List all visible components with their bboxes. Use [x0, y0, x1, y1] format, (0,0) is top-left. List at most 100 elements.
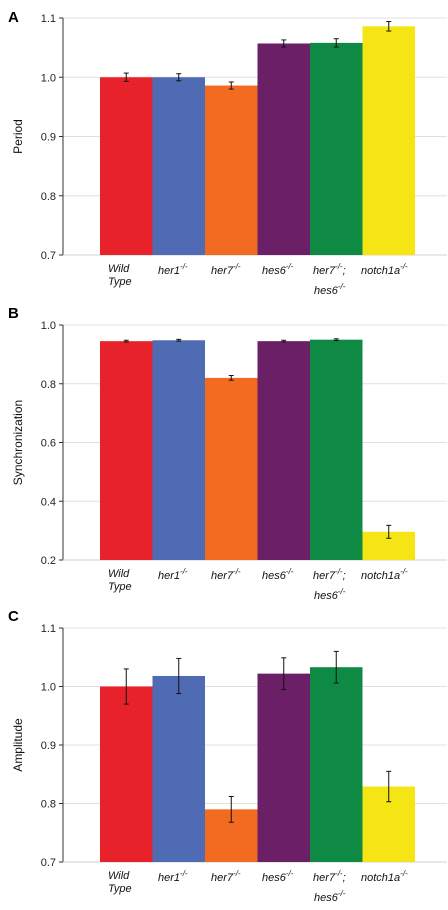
label-text: hes6 [262, 265, 287, 277]
y-tick-label: 0.9 [41, 132, 56, 144]
panel-letter: A [8, 9, 19, 26]
superscript: -/- [180, 262, 188, 271]
category-label-wild-type: Wild [108, 263, 130, 275]
label-text: notch1a [361, 570, 400, 582]
y-axis-label: Period [11, 119, 25, 154]
label-text: her7 [313, 265, 336, 277]
y-tick-label: 0.7 [41, 250, 56, 262]
label-text: hes6 [314, 285, 339, 297]
superscript: -/- [335, 567, 343, 576]
category-label-wild-type-line2: Type [108, 883, 132, 895]
y-tick-label: 1.0 [41, 682, 56, 694]
superscript: -/- [338, 587, 346, 596]
superscript: -/- [335, 262, 343, 271]
y-axis-label: Amplitude [11, 718, 25, 772]
superscript: -/- [286, 567, 294, 576]
bar-2 [205, 377, 258, 560]
y-tick-label: 1.0 [41, 72, 56, 84]
label-separator: ; [343, 570, 346, 582]
category-label-her7: her7-/- [211, 567, 241, 582]
label-separator: ; [343, 872, 346, 884]
y-tick-label: 0.8 [41, 191, 56, 203]
superscript: -/- [233, 869, 241, 878]
bar-3 [257, 43, 310, 255]
label-text: her1 [158, 872, 180, 884]
y-tick-label: 1.0 [41, 320, 56, 332]
panel-c: C0.70.80.91.01.1AmplitudeWildTypeher1-/-… [8, 608, 447, 904]
label-text: her1 [158, 265, 180, 277]
y-tick-label: 1.1 [41, 13, 56, 25]
superscript: -/- [400, 869, 408, 878]
label-separator: ; [343, 265, 346, 277]
label-text: hes6 [314, 892, 339, 904]
category-label-notch1a: notch1a-/- [361, 869, 408, 884]
label-text: hes6 [314, 590, 339, 602]
panel-letter: B [8, 305, 19, 322]
superscript: -/- [233, 262, 241, 271]
bar-0 [100, 686, 153, 862]
category-label-her1: her1-/- [158, 567, 188, 582]
label-text: notch1a [361, 872, 400, 884]
bar-3 [257, 673, 310, 862]
label-text: her1 [158, 570, 180, 582]
superscript: -/- [335, 869, 343, 878]
y-tick-label: 0.9 [41, 740, 56, 752]
label-text: her7 [211, 265, 234, 277]
bar-3 [257, 341, 310, 560]
y-tick-label: 0.2 [41, 555, 56, 567]
y-tick-label: 1.1 [41, 623, 56, 635]
label-text: her7 [313, 872, 336, 884]
bar-0 [100, 77, 153, 255]
y-tick-label: 0.4 [41, 496, 56, 508]
superscript: -/- [233, 567, 241, 576]
bar-2 [205, 85, 258, 255]
category-label-wild-type: Wild [108, 870, 130, 882]
panel-letter: C [8, 608, 19, 625]
y-tick-label: 0.8 [41, 799, 56, 811]
category-label-her1: her1-/- [158, 869, 188, 884]
category-label-wild-type-line2: Type [108, 276, 132, 288]
category-label-her7-hes6-line2: hes6-/- [314, 889, 346, 904]
bar-1 [152, 77, 205, 255]
superscript: -/- [180, 869, 188, 878]
category-label-her7-hes6: her7-/-; [313, 262, 346, 277]
label-text: notch1a [361, 265, 400, 277]
label-text: her7 [211, 872, 234, 884]
category-label-notch1a: notch1a-/- [361, 262, 408, 277]
superscript: -/- [180, 567, 188, 576]
category-label-her7: her7-/- [211, 869, 241, 884]
bar-4 [310, 667, 363, 862]
y-tick-label: 0.8 [41, 379, 56, 391]
bar-0 [100, 341, 153, 560]
category-label-notch1a: notch1a-/- [361, 567, 408, 582]
superscript: -/- [400, 262, 408, 271]
category-label-wild-type: Wild [108, 568, 130, 580]
bar-5 [362, 26, 415, 256]
y-axis-label: Synchronization [11, 400, 25, 485]
label-text: hes6 [262, 872, 287, 884]
category-label-hes6: hes6-/- [262, 869, 294, 884]
category-label-her7-hes6: her7-/-; [313, 869, 346, 884]
label-text: hes6 [262, 570, 287, 582]
category-label-wild-type-line2: Type [108, 581, 132, 593]
category-label-her7-hes6-line2: hes6-/- [314, 282, 346, 297]
category-label-her7-hes6: her7-/-; [313, 567, 346, 582]
category-label-her1: her1-/- [158, 262, 188, 277]
y-tick-label: 0.6 [41, 438, 56, 450]
superscript: -/- [286, 869, 294, 878]
bar-1 [152, 340, 205, 560]
superscript: -/- [400, 567, 408, 576]
bar-4 [310, 42, 363, 256]
bar-4 [310, 339, 363, 560]
superscript: -/- [286, 262, 294, 271]
superscript: -/- [338, 282, 346, 291]
category-label-her7-hes6-line2: hes6-/- [314, 587, 346, 602]
superscript: -/- [338, 889, 346, 898]
label-text: her7 [211, 570, 234, 582]
bar-1 [152, 675, 205, 862]
category-label-hes6: hes6-/- [262, 567, 294, 582]
label-text: her7 [313, 570, 336, 582]
